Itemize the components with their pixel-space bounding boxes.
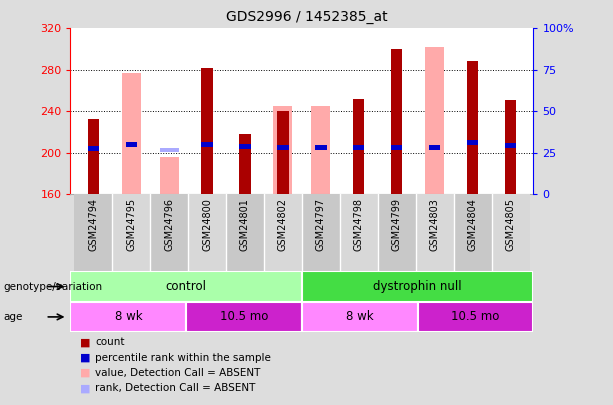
- Bar: [273, 106, 292, 194]
- Text: ■: ■: [80, 384, 90, 393]
- Bar: [202, 68, 213, 194]
- Text: GSM24797: GSM24797: [316, 198, 326, 252]
- Text: 8 wk: 8 wk: [115, 310, 142, 324]
- Bar: [454, 194, 492, 271]
- Bar: [70, 302, 186, 332]
- Text: GSM24805: GSM24805: [506, 198, 516, 251]
- Bar: [302, 271, 533, 302]
- Bar: [88, 119, 99, 194]
- Text: genotype/variation: genotype/variation: [3, 281, 102, 292]
- Bar: [353, 145, 365, 150]
- Text: age: age: [3, 312, 23, 322]
- Text: ■: ■: [80, 353, 90, 362]
- Bar: [425, 47, 444, 194]
- Bar: [391, 145, 402, 150]
- Bar: [311, 106, 330, 194]
- Text: count: count: [95, 337, 124, 347]
- Bar: [150, 194, 188, 271]
- Bar: [378, 194, 416, 271]
- Text: GSM24799: GSM24799: [392, 198, 402, 251]
- Bar: [239, 134, 251, 194]
- Bar: [391, 49, 402, 194]
- Text: GSM24795: GSM24795: [126, 198, 136, 252]
- Bar: [88, 146, 99, 151]
- Text: GDS2996 / 1452385_at: GDS2996 / 1452385_at: [226, 10, 387, 24]
- Bar: [302, 302, 417, 332]
- Text: GSM24798: GSM24798: [354, 198, 364, 251]
- Text: 10.5 mo: 10.5 mo: [220, 310, 268, 324]
- Text: control: control: [166, 280, 207, 293]
- Text: 10.5 mo: 10.5 mo: [451, 310, 500, 324]
- Bar: [467, 140, 478, 145]
- Text: percentile rank within the sample: percentile rank within the sample: [95, 353, 271, 362]
- Bar: [416, 194, 454, 271]
- Bar: [302, 194, 340, 271]
- Text: GSM24794: GSM24794: [88, 198, 98, 251]
- Bar: [226, 194, 264, 271]
- Text: GSM24802: GSM24802: [278, 198, 288, 251]
- Text: GSM24803: GSM24803: [430, 198, 440, 251]
- Text: GSM24804: GSM24804: [468, 198, 478, 251]
- Bar: [277, 111, 289, 194]
- Bar: [505, 100, 516, 194]
- Bar: [417, 302, 533, 332]
- Bar: [429, 145, 440, 150]
- Bar: [353, 99, 365, 194]
- Bar: [159, 148, 178, 152]
- Bar: [340, 194, 378, 271]
- Bar: [74, 194, 112, 271]
- Bar: [188, 194, 226, 271]
- Bar: [159, 157, 178, 194]
- Bar: [112, 194, 150, 271]
- Bar: [467, 60, 478, 194]
- Bar: [239, 144, 251, 149]
- Text: ■: ■: [80, 337, 90, 347]
- Bar: [186, 302, 302, 332]
- Bar: [70, 271, 302, 302]
- Text: dystrophin null: dystrophin null: [373, 280, 462, 293]
- Text: value, Detection Call = ABSENT: value, Detection Call = ABSENT: [95, 368, 261, 378]
- Bar: [315, 145, 327, 150]
- Text: 8 wk: 8 wk: [346, 310, 373, 324]
- Bar: [505, 143, 516, 148]
- Text: GSM24796: GSM24796: [164, 198, 174, 251]
- Text: rank, Detection Call = ABSENT: rank, Detection Call = ABSENT: [95, 384, 256, 393]
- Text: GSM24801: GSM24801: [240, 198, 250, 251]
- Text: GSM24800: GSM24800: [202, 198, 212, 251]
- Bar: [122, 73, 140, 194]
- Text: ■: ■: [80, 368, 90, 378]
- Bar: [202, 142, 213, 147]
- Bar: [126, 142, 137, 147]
- Bar: [492, 194, 530, 271]
- Bar: [277, 145, 289, 150]
- Bar: [264, 194, 302, 271]
